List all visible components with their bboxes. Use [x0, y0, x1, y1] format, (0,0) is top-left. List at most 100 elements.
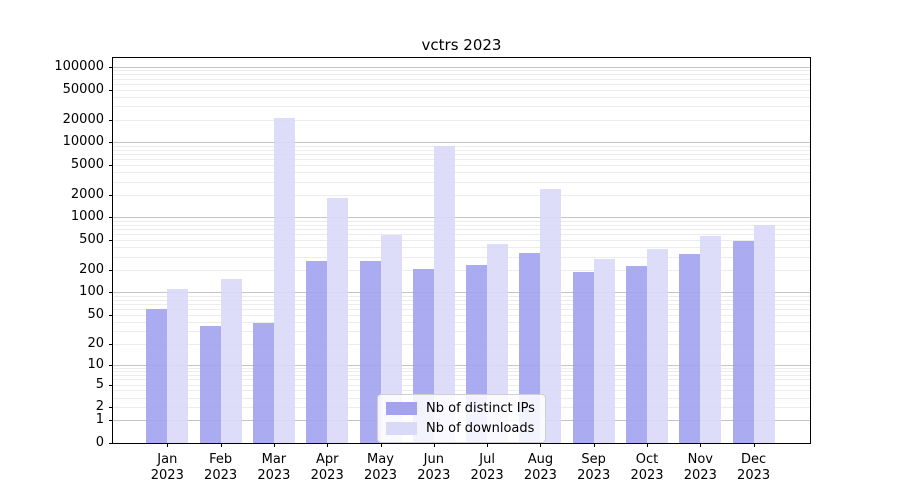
- x-tick-mark: [593, 443, 595, 447]
- minor-gridline: [113, 314, 810, 316]
- minor-gridline: [113, 70, 810, 72]
- bar-distinct-ips: [679, 253, 701, 443]
- bar-downloads: [487, 243, 509, 443]
- x-tick-label: May 2023: [363, 452, 398, 483]
- minor-gridline: [113, 343, 810, 345]
- y-tick-mark: [109, 269, 113, 271]
- minor-gridline: [113, 96, 810, 98]
- minor-gridline: [113, 256, 810, 258]
- bar-distinct-ips: [306, 260, 328, 443]
- bar-downloads: [327, 198, 349, 443]
- x-tick-label: Aug 2023: [523, 452, 557, 483]
- legend-item-distinct-ips: Nb of distinct IPs: [386, 401, 535, 416]
- x-tick-label: Apr 2023: [310, 452, 344, 483]
- x-tick-label: Oct 2023: [630, 452, 664, 483]
- bar-downloads: [433, 146, 455, 443]
- y-tick-label: 50000: [62, 81, 104, 97]
- y-tick-label: 0: [95, 435, 104, 450]
- major-gridline: [113, 364, 810, 366]
- minor-gridline: [113, 220, 810, 222]
- bar-downloads: [380, 234, 402, 443]
- major-gridline: [113, 292, 810, 294]
- minor-gridline: [113, 299, 810, 301]
- x-tick-mark: [647, 443, 648, 447]
- bar-distinct-ips: [732, 240, 754, 443]
- major-gridline: [113, 142, 810, 144]
- minor-gridline: [113, 164, 810, 166]
- legend: Nb of distinct IPs Nb of downloads: [377, 394, 546, 443]
- y-tick-mark: [109, 343, 113, 345]
- minor-gridline: [113, 83, 810, 85]
- minor-gridline: [113, 89, 810, 91]
- bar-distinct-ips: [626, 265, 647, 443]
- x-tick-mark: [167, 443, 169, 447]
- bar-downloads: [753, 224, 775, 443]
- minor-gridline: [113, 119, 810, 121]
- legend-swatch-downloads: [386, 422, 417, 435]
- y-tick-mark: [109, 67, 113, 68]
- minor-gridline: [113, 106, 810, 108]
- minor-gridline: [113, 74, 810, 76]
- major-gridline: [113, 67, 810, 68]
- minor-gridline: [113, 153, 810, 155]
- bar-distinct-ips: [359, 261, 381, 443]
- y-tick-label: 20000: [62, 111, 104, 127]
- minor-gridline: [113, 384, 810, 386]
- y-tick-mark: [109, 420, 113, 422]
- x-tick-mark: [433, 443, 435, 447]
- minor-gridline: [113, 224, 810, 226]
- minor-gridline: [113, 194, 810, 196]
- y-tick-mark: [109, 89, 113, 91]
- bar-downloads: [167, 289, 189, 443]
- x-tick-mark: [273, 443, 275, 447]
- y-tick-mark: [109, 443, 113, 444]
- legend-swatch-distinct-ips: [386, 402, 417, 415]
- x-tick-mark: [753, 443, 755, 447]
- y-tick-label: 500: [79, 232, 104, 247]
- y-tick-label: 50: [87, 306, 104, 322]
- x-tick-label: Dec 2023: [737, 452, 771, 483]
- minor-gridline: [113, 303, 810, 305]
- minor-gridline: [113, 234, 810, 235]
- minor-gridline: [113, 78, 810, 80]
- x-tick-label: Feb 2023: [204, 452, 238, 483]
- minor-gridline: [113, 375, 810, 377]
- x-tick-label: Jan 2023: [150, 452, 184, 483]
- minor-gridline: [113, 330, 810, 332]
- bar-distinct-ips: [252, 322, 274, 443]
- y-tick-label: 200: [79, 261, 104, 277]
- y-tick-mark: [109, 142, 113, 144]
- major-gridline: [113, 217, 810, 219]
- x-tick-mark: [220, 443, 222, 447]
- minor-gridline: [113, 247, 810, 249]
- y-tick-mark: [109, 119, 113, 121]
- minor-gridline: [113, 371, 810, 373]
- bar-downloads: [220, 279, 242, 443]
- y-tick-label: 10000: [62, 134, 104, 150]
- y-tick-mark: [109, 314, 113, 316]
- y-tick-mark: [109, 364, 113, 366]
- y-tick-label: 5: [95, 376, 104, 392]
- y-tick-label: 20: [87, 335, 104, 351]
- minor-gridline: [113, 240, 810, 241]
- bar-downloads: [273, 118, 295, 443]
- legend-label-distinct-ips: Nb of distinct IPs: [426, 401, 535, 416]
- y-tick-mark: [109, 292, 113, 294]
- minor-gridline: [113, 390, 810, 392]
- x-tick-mark: [540, 443, 542, 447]
- x-tick-label: Sep 2023: [577, 452, 611, 483]
- y-tick-mark: [109, 240, 113, 241]
- bar-downloads: [700, 236, 722, 443]
- minor-gridline: [113, 308, 810, 310]
- y-tick-mark: [109, 407, 113, 409]
- y-tick-mark: [109, 384, 113, 386]
- x-tick-mark: [487, 443, 489, 447]
- bar-downloads: [540, 188, 562, 443]
- y-tick-label: 2: [95, 399, 104, 415]
- y-tick-mark: [109, 217, 113, 219]
- y-tick-label: 1: [95, 412, 104, 428]
- x-tick-label: Jun 2023: [417, 452, 451, 483]
- minor-gridline: [113, 181, 810, 183]
- x-tick-label: Jul 2023: [470, 452, 504, 483]
